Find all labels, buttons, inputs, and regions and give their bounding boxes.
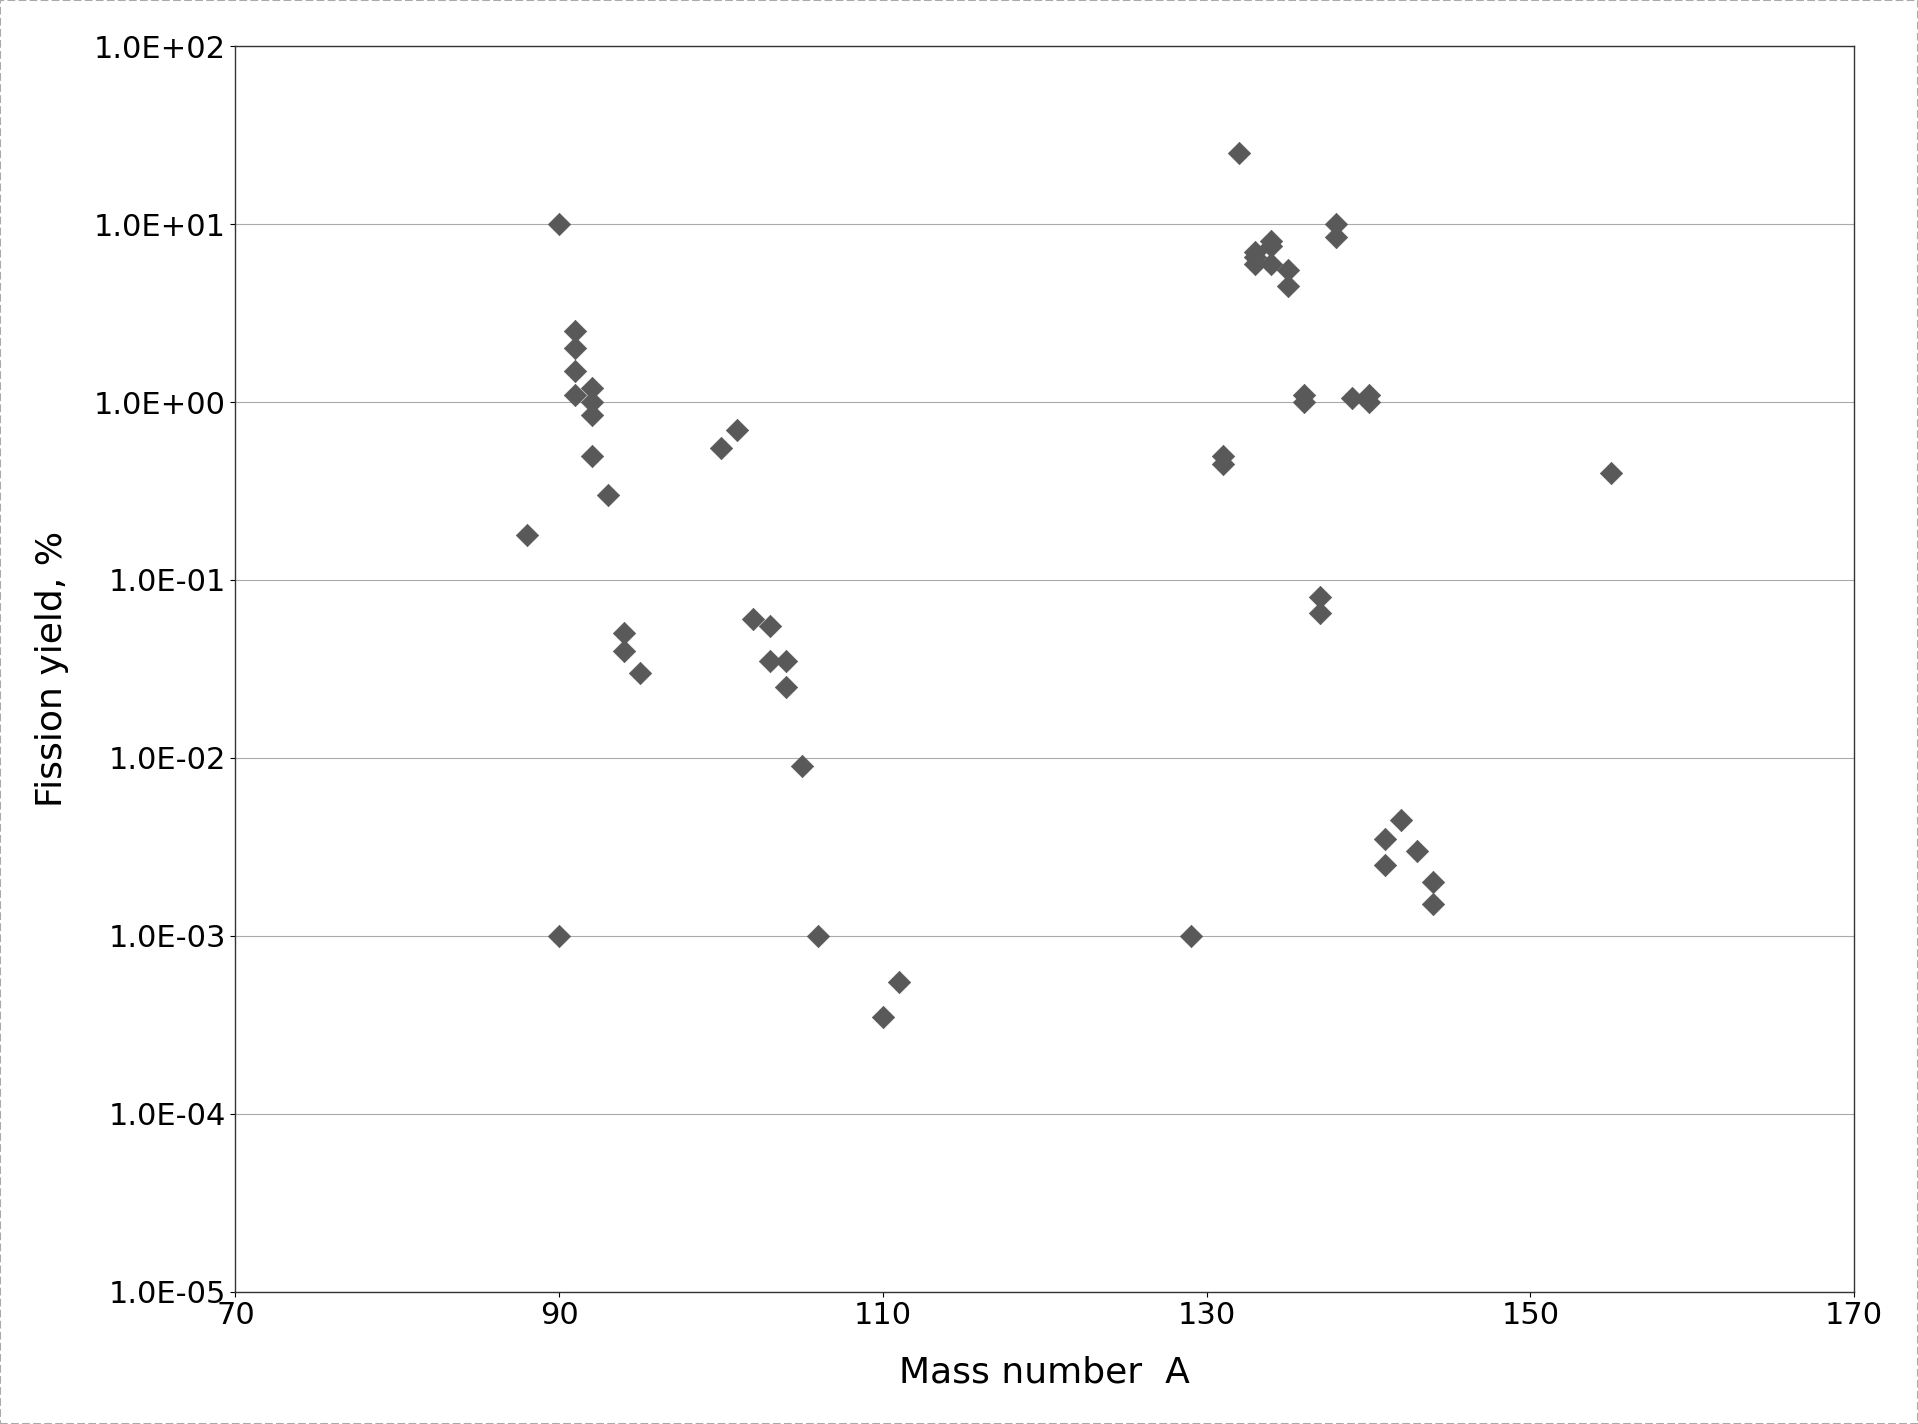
Point — [1224, 142, 1254, 165]
Point — [1208, 453, 1239, 476]
Point — [1337, 387, 1368, 410]
Point — [738, 608, 769, 631]
Point — [560, 320, 591, 343]
X-axis label: Mass number  A: Mass number A — [900, 1356, 1191, 1390]
Point — [771, 649, 802, 672]
Point — [1354, 383, 1385, 406]
Y-axis label: Fission yield, %: Fission yield, % — [35, 531, 69, 807]
Point — [1256, 252, 1287, 275]
Point — [512, 523, 543, 545]
Point — [545, 212, 575, 235]
Point — [575, 390, 606, 413]
Point — [706, 437, 737, 460]
Point — [575, 376, 606, 399]
Point — [575, 444, 606, 467]
Point — [867, 1005, 898, 1028]
Point — [884, 971, 915, 994]
Point — [1289, 390, 1320, 413]
Point — [1272, 275, 1302, 298]
Point — [1256, 229, 1287, 252]
Point — [1417, 871, 1448, 894]
Point — [560, 383, 591, 406]
Point — [1304, 585, 1335, 608]
Point — [786, 755, 817, 778]
Point — [1322, 225, 1352, 248]
Point — [1354, 390, 1385, 413]
Point — [1239, 252, 1270, 275]
Point — [575, 403, 606, 426]
Point — [545, 924, 575, 947]
Point — [1322, 212, 1352, 235]
Point — [1417, 893, 1448, 916]
Point — [721, 419, 752, 441]
Point — [625, 662, 656, 685]
Point — [1289, 383, 1320, 406]
Point — [560, 359, 591, 382]
Point — [1272, 259, 1302, 282]
Point — [1402, 840, 1433, 863]
Point — [1208, 444, 1239, 467]
Point — [1239, 241, 1270, 263]
Point — [771, 675, 802, 698]
Point — [560, 337, 591, 360]
Point — [1256, 235, 1287, 258]
Point — [1176, 924, 1206, 947]
Point — [608, 639, 639, 662]
Point — [804, 924, 834, 947]
Point — [1596, 461, 1626, 484]
Point — [608, 622, 639, 645]
Point — [754, 649, 784, 672]
Point — [1239, 246, 1270, 269]
Point — [593, 484, 623, 507]
Point — [1369, 853, 1400, 876]
Point — [1369, 827, 1400, 850]
Point — [1385, 809, 1415, 832]
Point — [754, 615, 784, 638]
Point — [1304, 602, 1335, 625]
